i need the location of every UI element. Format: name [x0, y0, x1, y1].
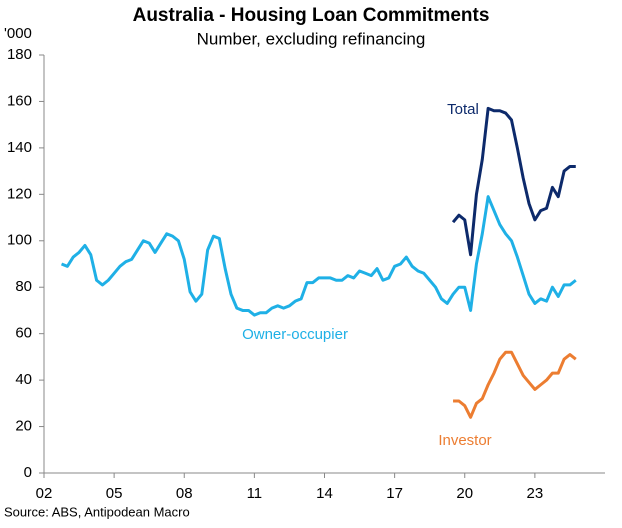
x-tick-label: 02 [36, 485, 53, 502]
y-tick-label: 140 [7, 139, 32, 156]
x-tick-label: 05 [106, 485, 123, 502]
chart-subtitle: Number, excluding refinancing [197, 29, 426, 48]
y-tick-label: 40 [15, 371, 32, 388]
y-tick-label: 120 [7, 185, 32, 202]
y-tick-label: 100 [7, 232, 32, 249]
x-tick-label: 08 [176, 485, 193, 502]
y-tick-label: 160 [7, 92, 32, 109]
chart-title: Australia - Housing Loan Commitments [133, 5, 490, 26]
x-tick-label: 23 [527, 485, 544, 502]
y-tick-label: 0 [24, 464, 32, 481]
y-tick-label: 180 [7, 46, 32, 63]
x-tick-label: 17 [386, 485, 403, 502]
series-line [453, 350, 577, 419]
series-line [451, 106, 576, 257]
y-unit: '000 [4, 25, 32, 42]
series-label: Owner-occupier [242, 326, 348, 343]
y-tick-label: 80 [15, 278, 32, 295]
x-tick-label: 11 [247, 485, 263, 502]
x-tick-label: 14 [316, 485, 333, 502]
y-tick-label: 60 [15, 325, 32, 342]
y-tick-label: 20 [15, 418, 32, 435]
series-line [60, 195, 577, 317]
series-label: Investor [438, 432, 491, 449]
source: Source: ABS, Antipodean Macro [4, 504, 190, 519]
series-label: Total [447, 101, 479, 118]
x-tick-label: 20 [456, 485, 473, 502]
